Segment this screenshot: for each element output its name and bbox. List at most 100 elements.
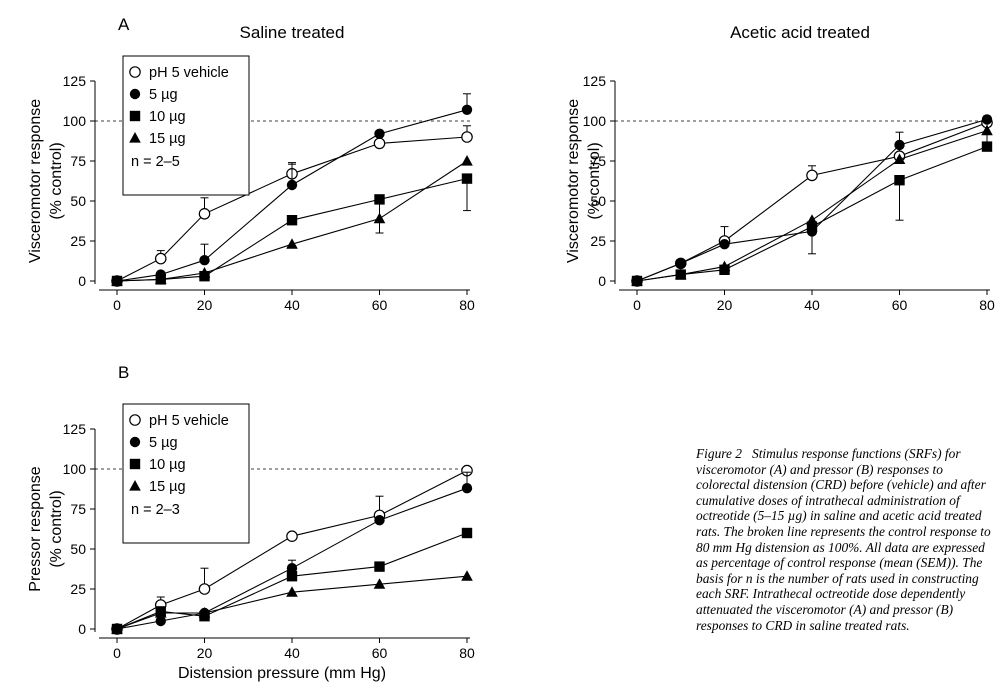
chart-title: Acetic acid treated [730,23,870,42]
x-axis-label: Distension pressure (mm Hg) [178,665,386,682]
x-tick-label: 60 [372,645,388,661]
legend-marker [129,458,141,470]
series-line [636,130,988,282]
legend-label: 5 µg [149,87,178,103]
y-tick-label: 100 [583,113,607,129]
series-line [116,160,468,282]
legend-n-note: n = 2–3 [131,502,180,518]
series-filled-triangle [631,124,993,286]
x-tick-label: 80 [459,297,475,313]
series-line [116,470,468,630]
data-point [286,530,298,542]
series-filled-triangle [111,570,473,634]
chart-title: Saline treated [240,23,345,42]
data-point [461,527,473,539]
legend-marker [129,88,141,100]
x-tick-label: 80 [979,297,995,313]
data-point [373,578,386,589]
data-point [373,137,386,150]
y-tick-label: 25 [70,581,86,597]
series-line [636,118,988,282]
y-tick-label: 75 [590,153,606,169]
data-point [981,141,993,152]
data-point [374,561,385,572]
x-tick-label: 0 [113,297,121,313]
data-point [894,139,905,151]
y-tick-label: 0 [598,273,606,289]
data-point [198,267,211,278]
data-point [374,128,385,139]
x-tick-label: 60 [372,297,388,313]
caption-text: Stimulus response functions (SRFs) for v… [696,446,991,633]
y-tick-label: 50 [590,193,606,209]
y-axis-label-unit: (% control) [48,142,65,219]
data-point [286,571,298,582]
chart-saline-pressor: 0 25 50 75 100 125 0 20 40 60 80 Pressor response (%… [27,403,475,682]
series-filled-triangle [111,155,473,286]
y-tick-label: 100 [63,113,87,129]
series-line [636,122,988,282]
y-tick-label: 0 [78,621,86,637]
data-point [286,215,298,226]
y-axis-label-unit: (% control) [586,142,603,219]
x-tick-label: 80 [459,645,475,661]
data-point [631,275,643,286]
data-point [111,623,123,634]
x-tick-label: 40 [284,645,300,661]
x-tick-label: 40 [284,297,300,313]
data-point [806,169,818,182]
series-line [116,575,468,630]
data-point [198,607,211,618]
data-point [198,208,211,220]
y-tick-label: 25 [70,233,86,249]
panel-label-a: A [118,15,130,34]
data-point [286,563,298,574]
y-tick-label: 50 [70,541,86,557]
data-point [111,275,123,286]
data-point [198,583,211,595]
x-tick-label: 0 [113,645,121,661]
legend-marker [129,414,141,426]
data-point [199,255,210,266]
legend-marker [129,110,141,122]
data-point [154,252,167,265]
legend-label: 15 µg [149,131,186,147]
legend-label: 15 µg [149,479,186,495]
y-tick-label: 75 [70,501,86,517]
y-tick-label: 125 [63,421,87,437]
y-tick-label: 0 [78,273,86,289]
x-tick-label: 20 [717,297,733,313]
figure-caption: Figure 2 Stimulus response functions (SRF… [696,446,994,633]
data-point [806,214,818,225]
legend-box [122,403,250,544]
legend-marker [129,66,141,78]
legend: pH 5 vehicle 5 µg 10 µg 15 µg n = 2–3 [122,403,250,544]
data-point [286,179,298,191]
legend-label: pH 5 vehicle [149,413,229,429]
data-point [719,239,730,250]
y-tick-label: 50 [70,193,86,209]
y-tick-label: 100 [63,461,87,477]
legend: pH 5 vehicle 5 µg 10 µg 15 µg n = 2–5 [122,55,250,196]
legend-label: 10 µg [149,457,186,473]
y-tick-label: 75 [70,153,86,169]
data-point [373,212,386,224]
legend-box [122,55,250,196]
y-tick-label: 25 [590,233,606,249]
data-point [894,175,905,186]
data-point [286,238,298,249]
data-point [461,155,473,166]
x-tick-label: 60 [892,297,908,313]
data-point [374,194,385,205]
series-line [116,532,468,630]
legend-label: 10 µg [149,109,186,125]
data-point [981,124,993,136]
data-point [155,615,166,627]
series-line [116,109,468,282]
data-point [461,131,473,143]
y-axis-label: Visceromotor response [565,99,582,263]
data-point [718,260,731,272]
data-point [675,258,686,269]
y-axis-label: Visceromotor response [27,99,44,263]
